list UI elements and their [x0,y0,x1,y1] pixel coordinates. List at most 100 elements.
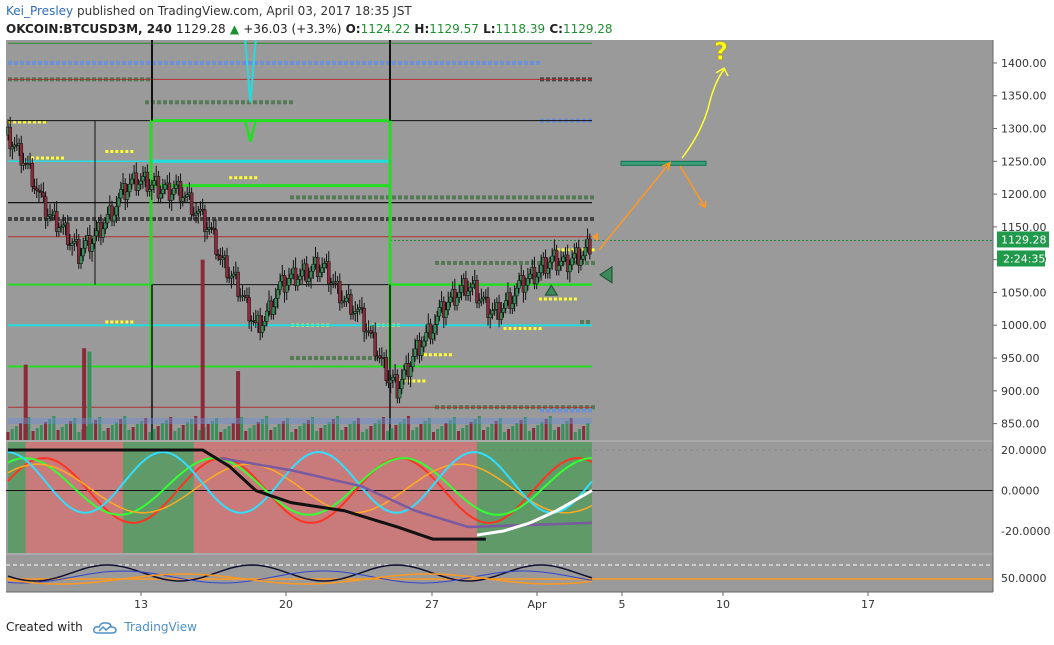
black-level-marks-mark [428,217,432,222]
candle-body [130,178,134,185]
black-level-marks-mark [440,217,444,222]
symbol-bar: OKCOIN:BTCUSD3M, 240 1129.28 ▲ +36.03 (+… [6,22,613,36]
black-level-marks-mark [260,217,264,222]
candle-body [548,261,552,269]
green-level-marks-4-mark [513,260,517,265]
yellow-marks-5-mark [254,176,258,180]
green-level-marks-3-mark [542,195,546,200]
blue-level-marks-mark [230,60,234,65]
black-level-marks-mark [422,217,426,222]
price-chart[interactable]: 13 20 27 Apr 5 10 17 850.00 900.00 950.00 1000.00… [0,40,1054,615]
volume-bar [557,427,561,440]
time-tick-label: 27 [425,598,439,611]
oscillator-pane-2[interactable] [6,553,993,592]
green-level-marks-4-mark [537,260,541,265]
volume-bar [502,432,506,440]
green-level-marks-2-mark [283,100,287,105]
candle-body [245,295,249,298]
yellow-marks-1-mark [18,120,21,124]
green-level-marks-3-mark [368,195,372,200]
yellow-marks-8-mark [423,353,427,357]
candle-body [486,297,490,318]
yellow-marks-11-mark [553,297,557,301]
volume-bar [160,423,164,440]
volume-bar [461,428,465,440]
osc2-pane-bg [6,555,993,592]
volume-bar [10,429,14,440]
candle-body [145,171,150,192]
green-level-marks-7 [580,319,590,324]
blue-level-marks-mark [32,60,36,65]
black-level-marks-mark [212,217,216,222]
candle-body [322,263,327,269]
tradingview-link[interactable]: TradingView [124,620,197,634]
black-level-marks-mark [338,217,342,222]
green-level-marks-3-mark [476,195,480,200]
volume-bar [490,424,494,440]
black-level-marks-mark [530,217,534,222]
volume-bar [210,421,214,440]
candle-body [172,188,176,195]
volume-bar [173,431,177,440]
price-tick-label: 1050.00 [1001,286,1047,299]
blue-level-marks-mark [110,60,114,65]
volume-bar [523,417,527,440]
candle-body [413,348,417,357]
volume-bar [94,420,98,440]
osc1-black-step-line [8,448,486,541]
osc1-purple-step-line [220,456,593,529]
candle-body [422,340,426,348]
oscillator-pane-1[interactable] [6,440,993,553]
yellow-marks-11-mark [548,297,552,301]
blue-level-marks-mark [122,60,126,65]
black-level-marks-mark [296,217,300,222]
price-tick-label: 850.00 [1001,418,1040,431]
close-label: C: [549,22,563,36]
volume-bar [419,424,423,440]
candle-body [353,311,358,314]
candle-body [185,194,189,197]
green-level-marks-2-mark [277,100,281,105]
yellow-marks-3-mark [125,149,129,153]
volume-bar [577,429,581,440]
black-level-marks-mark [350,217,354,222]
volume-bar [119,419,123,440]
green-level-marks-4-mark [465,260,469,265]
candle-body [351,313,355,315]
main-price-pane[interactable] [6,40,993,440]
blue-level-marks-mark [68,60,72,65]
candle-body [329,282,333,285]
volume-bar [298,426,302,440]
black-level-marks-mark [380,217,384,222]
low-value: 1118.39 [495,22,546,36]
price-axis[interactable]: 850.00900.00950.001000.001050.001100.001… [992,40,1050,592]
time-tick-label: 13 [134,598,148,611]
candle-body [57,227,61,232]
candle-body [543,257,548,274]
volume-bar [248,428,252,440]
yellow-marks-12-mark [571,248,575,252]
time-axis[interactable]: 13 20 27 Apr 5 10 17 [6,591,993,611]
yellow-marks-2-mark [41,156,45,160]
volume-bar [540,422,544,440]
candle-body [163,184,167,190]
black-level-marks-mark [26,217,30,222]
candle-body [127,183,132,193]
green-level-marks-2-mark [211,100,215,105]
volume-bar [27,417,31,440]
green-level-marks-3-mark [320,195,324,200]
volume-bar [436,429,440,440]
yellow-marks-8-mark [443,353,447,357]
yellow-marks-1-mark [38,120,41,124]
author-link[interactable]: Kei_Presley [6,4,74,18]
candle-body [8,126,12,150]
blue-level-marks-mark [176,60,180,65]
blue-level-marks-mark [146,60,150,65]
yellow-marks-8-mark [428,353,432,357]
blue-level-marks-mark [14,60,18,65]
black-level-marks-mark [176,217,180,222]
volume-bar [48,419,52,440]
volume-spike [200,259,205,440]
yellow-marks-10-mark [508,327,512,331]
candle-body [464,278,468,296]
